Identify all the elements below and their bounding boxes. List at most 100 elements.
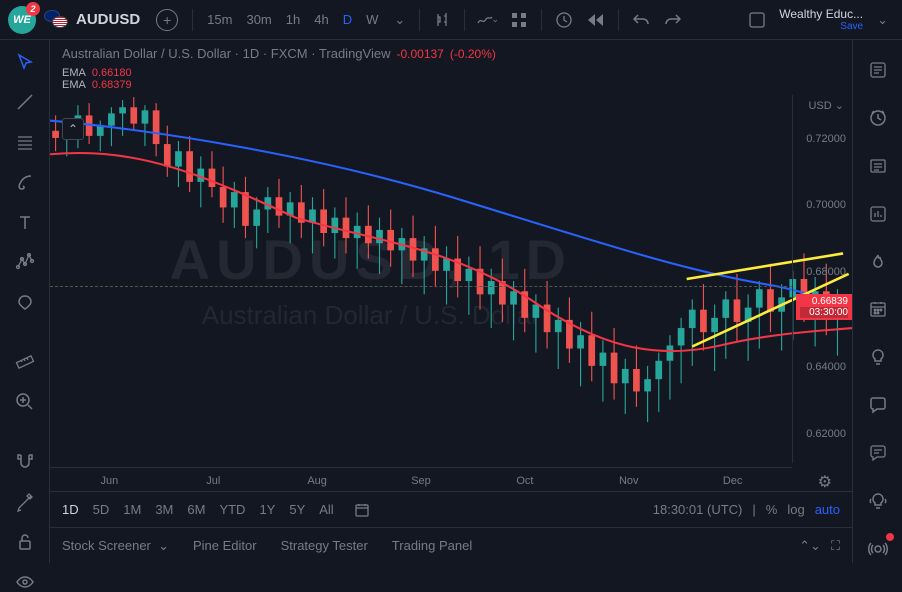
pattern-tool[interactable] <box>11 252 39 272</box>
pct-toggle[interactable]: % <box>766 502 778 517</box>
watchlist-button[interactable] <box>864 56 892 84</box>
private-chat-button[interactable] <box>864 439 892 467</box>
auto-toggle[interactable]: auto <box>815 502 840 517</box>
goto-date-button[interactable] <box>348 496 376 524</box>
interval-5D[interactable]: 5D <box>93 502 110 517</box>
undo-button[interactable] <box>627 6 655 34</box>
indicator-row-2[interactable]: EMA 0.68379 <box>50 79 852 91</box>
alerts-button[interactable] <box>864 104 892 132</box>
timeframe-W[interactable]: W <box>360 8 384 31</box>
trendline-tool[interactable] <box>11 92 39 112</box>
separator <box>541 9 542 31</box>
interval-YTD[interactable]: YTD <box>219 502 245 517</box>
stream-notif-dot <box>886 533 894 541</box>
hotlist-button[interactable] <box>864 200 892 228</box>
timeframe-group: 15m30m1h4hDW <box>201 8 384 31</box>
timeframe-4h[interactable]: 4h <box>308 8 334 31</box>
bottom-panel: Stock Screener ⌄ Pine Editor Strategy Te… <box>50 527 852 563</box>
stock-screener-tab[interactable]: Stock Screener ⌄ <box>62 538 169 554</box>
time-tick: Jun <box>100 475 118 487</box>
top-toolbar: WE 2 AUDUSD + 15m30m1h4hDW ⌄ ⌄ Wealthy E… <box>0 0 902 40</box>
collapse-indicators-button[interactable]: ⌃ <box>62 118 84 140</box>
drawing-toolbar <box>0 40 50 563</box>
timeframe-30m[interactable]: 30m <box>240 8 277 31</box>
brush-tool[interactable] <box>11 172 39 192</box>
ruler-tool[interactable] <box>11 352 39 372</box>
strategy-tester-tab[interactable]: Strategy Tester <box>281 538 368 553</box>
ema2-value: 0.68379 <box>92 79 132 91</box>
separator <box>192 9 193 31</box>
notification-badge: 2 <box>26 2 40 16</box>
timeframe-D[interactable]: D <box>337 8 358 31</box>
price-change-pct: (-0.20%) <box>450 47 496 61</box>
interval-1M[interactable]: 1M <box>123 502 141 517</box>
current-price: 0.66839 <box>800 296 848 307</box>
magnet-tool[interactable] <box>11 452 39 472</box>
interval-3M[interactable]: 3M <box>155 502 173 517</box>
ideas-button[interactable] <box>864 343 892 371</box>
right-toolbar <box>852 40 902 563</box>
news-button[interactable] <box>864 152 892 180</box>
ideas-stream-button[interactable] <box>864 487 892 515</box>
templates-button[interactable] <box>505 6 533 34</box>
timeframe-15m[interactable]: 15m <box>201 8 238 31</box>
chart-title[interactable]: Australian Dollar / U.S. Dollar · 1D · F… <box>62 46 390 61</box>
interval-1D[interactable]: 1D <box>62 502 79 517</box>
zoom-tool[interactable] <box>11 392 39 412</box>
chat-button[interactable] <box>864 391 892 419</box>
chart-canvas[interactable]: AUDUSD, 1D Australian Dollar / U.S. Doll… <box>50 95 852 463</box>
price-tick: 0.70000 <box>806 199 846 211</box>
layout-button[interactable] <box>743 6 771 34</box>
add-symbol-button[interactable]: + <box>156 9 178 31</box>
panel-collapse-button[interactable]: ⌃⌄ <box>799 538 821 554</box>
lock-drawings-tool[interactable] <box>11 492 39 512</box>
log-toggle[interactable]: log <box>787 502 804 517</box>
price-axis[interactable]: USD ⌄ 0.720000.700000.680000.660000.6400… <box>792 95 852 463</box>
panel-fullscreen-button[interactable]: ⛶ <box>831 538 840 554</box>
axis-settings-icon[interactable]: ⚙ <box>818 472 832 492</box>
currency-dropdown[interactable]: USD ⌄ <box>808 99 844 112</box>
chart-panel: Australian Dollar / U.S. Dollar · 1D · F… <box>50 40 852 563</box>
lock-tool[interactable] <box>11 532 39 552</box>
price-tick: 0.62000 <box>806 428 846 440</box>
interval-1Y[interactable]: 1Y <box>259 502 275 517</box>
indicator-row-1[interactable]: EMA 0.66180 <box>50 67 852 79</box>
logo[interactable]: WE 2 <box>8 6 36 34</box>
trading-panel-tab[interactable]: Trading Panel <box>392 538 472 553</box>
timeframe-1h[interactable]: 1h <box>280 8 306 31</box>
time-tick: Oct <box>516 475 533 487</box>
hide-tool[interactable] <box>11 572 39 592</box>
symbol-label[interactable]: AUDUSD <box>76 11 140 28</box>
price-tick: 0.68000 <box>806 266 846 278</box>
redo-button[interactable] <box>659 6 687 34</box>
stream-button[interactable] <box>864 535 892 563</box>
fib-tool[interactable] <box>11 132 39 152</box>
candle-style-button[interactable] <box>428 6 456 34</box>
separator <box>419 9 420 31</box>
calendar-button[interactable] <box>864 296 892 324</box>
interval-All[interactable]: All <box>319 502 333 517</box>
logo-text: WE <box>13 14 31 26</box>
time-axis[interactable]: JunJulAugSepOctNovDec ⚙ <box>50 467 792 491</box>
clock-label[interactable]: 18:30:01 (UTC) <box>653 502 743 517</box>
interval-5Y[interactable]: 5Y <box>289 502 305 517</box>
cursor-tool[interactable] <box>11 52 39 72</box>
account-menu[interactable]: Wealthy Educ... Save <box>779 7 863 32</box>
alert-button[interactable] <box>550 6 578 34</box>
replay-button[interactable] <box>582 6 610 34</box>
interval-bar: 1D5D1M3M6MYTD1Y5YAll 18:30:01 (UTC) | % … <box>50 491 852 527</box>
text-tool[interactable] <box>11 212 39 232</box>
time-tick: Dec <box>723 475 743 487</box>
separator <box>618 9 619 31</box>
account-dropdown[interactable]: ⌄ <box>871 8 894 32</box>
price-line <box>50 286 792 287</box>
timeframe-more[interactable]: ⌄ <box>388 8 411 32</box>
indicators-button[interactable]: ⌄ <box>473 6 501 34</box>
fire-button[interactable] <box>864 248 892 276</box>
symbol-flags <box>44 10 68 30</box>
separator <box>464 9 465 31</box>
favorite-tool[interactable] <box>11 292 39 312</box>
pine-editor-tab[interactable]: Pine Editor <box>193 538 257 553</box>
chart-title-row: Australian Dollar / U.S. Dollar · 1D · F… <box>50 40 852 67</box>
interval-6M[interactable]: 6M <box>187 502 205 517</box>
